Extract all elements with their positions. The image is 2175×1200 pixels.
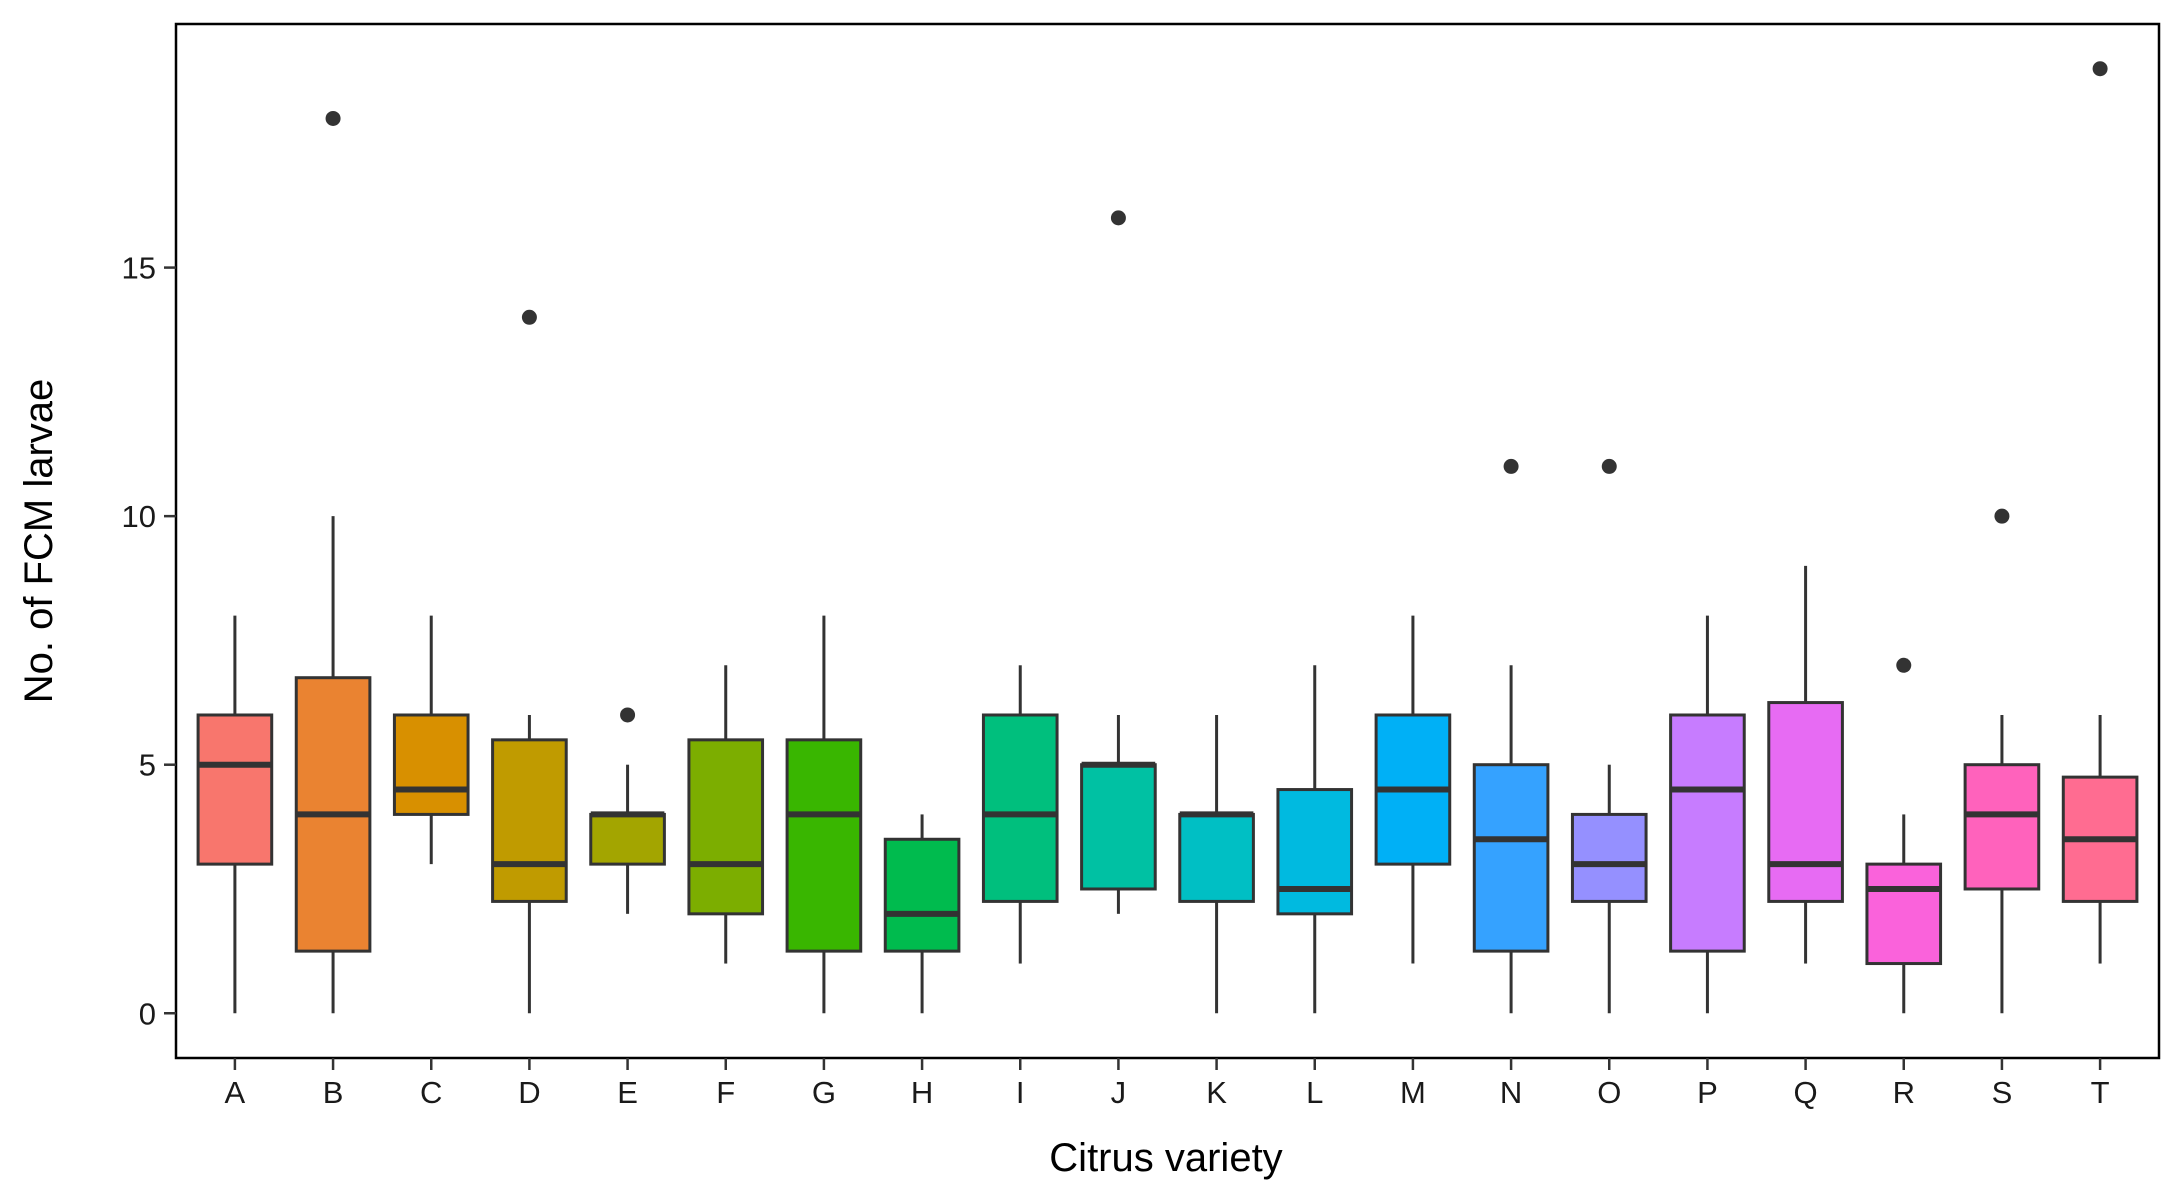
x-tick-label: C <box>420 1075 442 1110</box>
x-tick-label: K <box>1206 1075 1227 1110</box>
box-Q <box>1767 565 1844 964</box>
box-iqr <box>1178 812 1255 903</box>
x-tick-label: E <box>617 1075 638 1110</box>
x-tick-label: M <box>1400 1075 1426 1110</box>
y-tick-label: 0 <box>139 996 156 1031</box>
y-tick-label: 15 <box>122 251 156 286</box>
y-tick-label: 10 <box>122 499 156 534</box>
box-O <box>1570 458 1648 1014</box>
outlier-point <box>1601 458 1617 474</box>
x-tick-label: H <box>911 1075 933 1110</box>
box-I <box>981 665 1059 964</box>
box-iqr <box>785 738 863 953</box>
box-iqr <box>687 738 765 916</box>
x-tick-label: D <box>518 1075 540 1110</box>
x-tick-label: G <box>812 1075 836 1110</box>
box-S <box>1963 508 2041 1014</box>
box-iqr <box>1276 788 1354 916</box>
box-D <box>491 309 568 1014</box>
box-C <box>392 615 470 865</box>
box-B <box>294 110 372 1014</box>
box-iqr <box>1865 862 1943 966</box>
y-axis-title: No. of FCM larvae <box>17 379 61 704</box>
x-tick-label: F <box>716 1075 735 1110</box>
box-H <box>883 814 961 1014</box>
box-iqr <box>1080 763 1157 891</box>
box-iqr <box>589 812 666 866</box>
y-tick-label: 5 <box>139 748 156 783</box>
box-M <box>1374 615 1452 964</box>
outlier-point <box>521 309 537 325</box>
box-iqr <box>392 713 470 816</box>
outlier-point <box>1503 458 1519 474</box>
outlier-point <box>620 707 636 723</box>
x-tick-label: I <box>1016 1075 1025 1110</box>
x-tick-label: O <box>1597 1075 1621 1110</box>
box-series <box>196 61 2139 1014</box>
x-tick-label: L <box>1306 1075 1323 1110</box>
x-tick-label: B <box>323 1075 344 1110</box>
box-T <box>2061 61 2139 964</box>
box-iqr <box>981 713 1059 903</box>
box-iqr <box>196 713 274 866</box>
plot-panel-border <box>174 22 2161 1060</box>
box-iqr <box>1963 763 2041 891</box>
box-P <box>1669 615 1746 1014</box>
x-tick-label: T <box>2091 1075 2110 1110</box>
x-tick-label: A <box>225 1075 246 1110</box>
outlier-point <box>2092 61 2108 77</box>
box-iqr <box>1570 812 1648 903</box>
box-iqr <box>1767 701 1844 903</box>
box-L <box>1276 665 1354 1014</box>
box-R <box>1865 657 1943 1014</box>
box-A <box>196 615 274 1014</box>
x-tick-label: J <box>1111 1075 1127 1110</box>
box-iqr <box>491 738 568 903</box>
x-axis: A B C D E F G H I J K L M N O P Q R S T <box>225 1058 2110 1110</box>
outlier-point <box>325 110 341 126</box>
box-K <box>1178 714 1255 1014</box>
outlier-point <box>1994 508 2010 524</box>
x-axis-title: Citrus variety <box>1049 1136 1282 1180</box>
x-tick-label: N <box>1500 1075 1522 1110</box>
outlier-point <box>1110 210 1126 226</box>
y-axis: 0 5 10 15 <box>122 251 176 1031</box>
x-tick-label: P <box>1697 1075 1718 1110</box>
box-E <box>589 707 666 914</box>
box-iqr <box>1669 713 1746 953</box>
box-J <box>1080 210 1157 914</box>
outlier-point <box>1896 657 1912 673</box>
box-G <box>785 615 863 1014</box>
x-tick-label: Q <box>1794 1075 1818 1110</box>
box-N <box>1472 458 1550 1014</box>
box-iqr <box>883 837 961 953</box>
x-tick-label: S <box>1992 1075 2013 1110</box>
box-iqr <box>1472 763 1550 953</box>
x-tick-label: R <box>1893 1075 1915 1110</box>
box-F <box>687 665 765 964</box>
